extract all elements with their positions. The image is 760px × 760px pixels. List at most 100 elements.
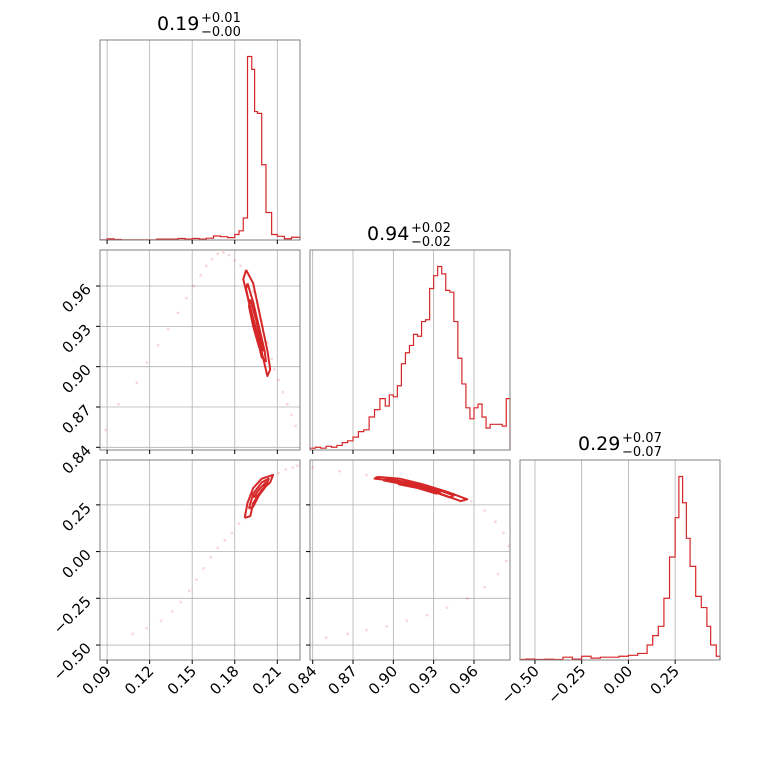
scatter-1-0-sample-13 [222, 251, 225, 254]
title-hist-0: 0.19 +0.01 −0.00 [157, 11, 241, 40]
hist-2-xtick-label-2: 0.00 [600, 662, 636, 698]
scatter-2-0-sample-20 [291, 466, 295, 469]
scatter-2-1-xtick-label-3: 0.93 [405, 662, 441, 698]
panels-layer [99, 39, 721, 661]
hist-1-bin-32 [458, 358, 462, 450]
title-hist-1-value: 0.94 [367, 223, 409, 245]
scatter-2-1-xtick-label-4: 0.96 [445, 662, 481, 698]
scatter-1-0-contour-2 [247, 299, 265, 352]
hist-1-bin-6 [342, 443, 347, 450]
hist-1-bin-29 [446, 290, 450, 450]
hist-1-bin-38 [482, 417, 486, 450]
title-hist-2-plus: +0.07 [622, 431, 662, 446]
title-hist-1: 0.94 +0.02 −0.02 [367, 221, 451, 250]
scatter-1-0-sample-8 [192, 284, 196, 288]
hist-2-bin-23 [690, 566, 696, 660]
hist-1-bin-10 [364, 430, 369, 450]
hist-2-bin-14 [647, 645, 653, 660]
hist-1-bin-30 [450, 292, 454, 450]
hist-2-step [519, 475, 721, 661]
scatter-2-0-sample-12 [237, 522, 241, 525]
scatter-2-0-sample-18 [277, 471, 281, 475]
scatter-1-0-sample-3 [145, 361, 149, 365]
scatter-2-0-sample-21 [295, 464, 299, 468]
scatter-1-0-sample-28 [294, 424, 298, 428]
scatter-2-1-sample-0 [311, 466, 315, 469]
scatter-1-0-sample-16 [239, 264, 242, 268]
title-hist-0-minus: −0.00 [201, 25, 241, 40]
hist-1-bin-19 [405, 353, 409, 450]
scatter-2-1-sample-13 [496, 572, 500, 576]
hist-0-bin-16 [213, 236, 220, 240]
scatter-1-0-sample-26 [285, 402, 289, 406]
scatter-2-1-xtick-label-1: 0.87 [324, 662, 360, 698]
scatter-2-0-sample-2 [159, 619, 163, 623]
hist-0-bin-27 [266, 212, 272, 240]
scatter-2-0-sample-19 [284, 467, 288, 471]
hist-1-step [309, 265, 511, 450]
scatter-2-0-sample-6 [195, 578, 198, 582]
scatter-1-0-sample-9 [199, 273, 203, 277]
hist-0-bin-26 [262, 165, 266, 240]
scatter-2-1-contour-0 [373, 475, 469, 503]
scatter-1-0-sample-10 [204, 264, 208, 268]
hist-1-bin-43 [502, 426, 506, 450]
scatter-2-0-sample-10 [223, 538, 227, 542]
scatter-1-0-ytick-label-4: 0.96 [58, 280, 94, 316]
scatter-2-0-sample-1 [145, 626, 149, 630]
scatter-2-1-sample-2 [365, 473, 368, 477]
scatter-1-0-ytick-label-1: 0.87 [58, 401, 94, 437]
scatter-1-0-sample-11 [210, 257, 214, 261]
scatter-2-1-sample-1 [338, 469, 341, 473]
scatter-2-1-sample-12 [504, 559, 508, 563]
hist-2-bin-15 [653, 636, 659, 660]
scatter-1-0-ytick-label-2: 0.90 [58, 361, 94, 397]
hist-1-bin-13 [380, 399, 385, 450]
scatter-2-1-sample-19 [385, 624, 389, 628]
scatter-2-0-xtick-label-0: 0.09 [79, 662, 115, 698]
hist-1-bin-21 [413, 334, 417, 450]
hist-2-bin-17 [664, 598, 670, 660]
scatter-2-1-sample-16 [445, 606, 449, 610]
scatter-2-0-sample-3 [170, 610, 174, 613]
scatter-2-1-sample-20 [365, 628, 368, 632]
hist-1-bin-27 [438, 267, 442, 450]
title-hist-2: 0.29 +0.07 −0.07 [578, 431, 662, 460]
scatter-2-0-contour-2 [252, 481, 267, 499]
scatter-2-0-xtick-label-4: 0.21 [249, 662, 285, 698]
scatter-2-1-sample-8 [483, 509, 487, 512]
scatter-2-1-sample-15 [465, 596, 469, 600]
scatter-2-0-xtick-label-3: 0.18 [206, 662, 242, 698]
scatter-2-1-frame [309, 459, 511, 661]
hist-1-bin-17 [397, 386, 401, 450]
scatter-2-1-sample-10 [502, 531, 505, 535]
scatter-2-0-ytick-label-2: 0.00 [58, 546, 94, 582]
hist-1-bin-33 [462, 384, 466, 450]
scatter-2-1-sample-14 [483, 585, 487, 589]
scatter-2-0-sample-0 [131, 632, 135, 636]
title-hist-0-plus: +0.01 [201, 11, 241, 26]
scatter-2-1-xtick-label-2: 0.90 [365, 662, 401, 698]
scatter-2-0-sample-8 [209, 555, 213, 559]
hist-1-bin-35 [470, 419, 474, 450]
hist-0-bin-25 [257, 113, 261, 240]
scatter-2-0-sample-5 [187, 589, 191, 593]
hist-1-bin-37 [478, 404, 482, 450]
hist-1-bin-18 [401, 364, 405, 450]
scatter-1-0-sample-23 [273, 367, 276, 371]
scatter-1-0-sample-22 [270, 357, 274, 361]
hist-1-bin-31 [454, 322, 458, 450]
scatter-2-1-sample-18 [405, 619, 409, 623]
hist-1-bin-26 [434, 276, 438, 450]
scatter-2-1-contour-2 [397, 481, 442, 495]
hist-1-bin-39 [486, 428, 490, 450]
hist-1-bin-16 [393, 397, 397, 450]
hist-1-bin-22 [418, 336, 422, 450]
scatter-2-1-sample-9 [494, 520, 497, 524]
hist-1-bin-34 [466, 408, 470, 450]
scatter-2-0-sample-11 [230, 531, 234, 535]
scatter-1-0-ytick-label-0: 0.84 [58, 441, 94, 477]
scatter-2-1-sample-21 [346, 632, 350, 636]
title-hist-1-plus: +0.02 [411, 221, 451, 236]
